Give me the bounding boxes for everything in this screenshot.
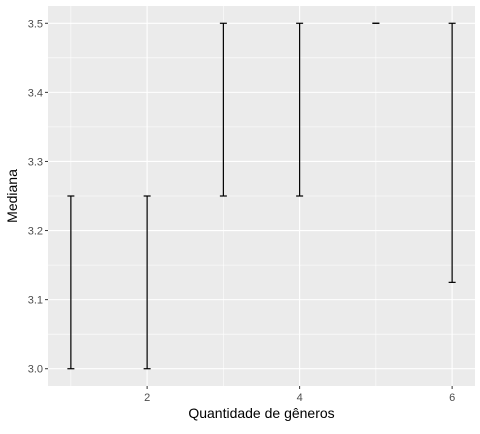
y-tick-label: 3.0	[28, 364, 43, 376]
y-tick-label: 3.2	[28, 226, 43, 238]
error-bar-1	[67, 195, 75, 370]
x-tick-label: 4	[297, 392, 303, 404]
error-bar-6	[448, 22, 456, 283]
x-tick-label: 2	[144, 392, 150, 404]
y-tick-label: 3.5	[28, 18, 43, 30]
x-axis: 2 4 6	[144, 386, 455, 404]
x-tick-label: 6	[449, 392, 455, 404]
y-tick-label: 3.1	[28, 295, 43, 307]
y-axis-title: Mediana	[4, 169, 20, 223]
y-axis: 3.0 3.1 3.2 3.3 3.4 3.5	[28, 18, 48, 376]
y-tick-label: 3.4	[28, 87, 43, 99]
x-axis-title: Quantidade de gêneros	[188, 405, 334, 421]
error-bar-4	[296, 22, 304, 197]
error-bar-3	[219, 22, 227, 197]
y-tick-label: 3.3	[28, 156, 43, 168]
error-bar-2	[143, 195, 151, 370]
error-bars	[67, 22, 456, 370]
